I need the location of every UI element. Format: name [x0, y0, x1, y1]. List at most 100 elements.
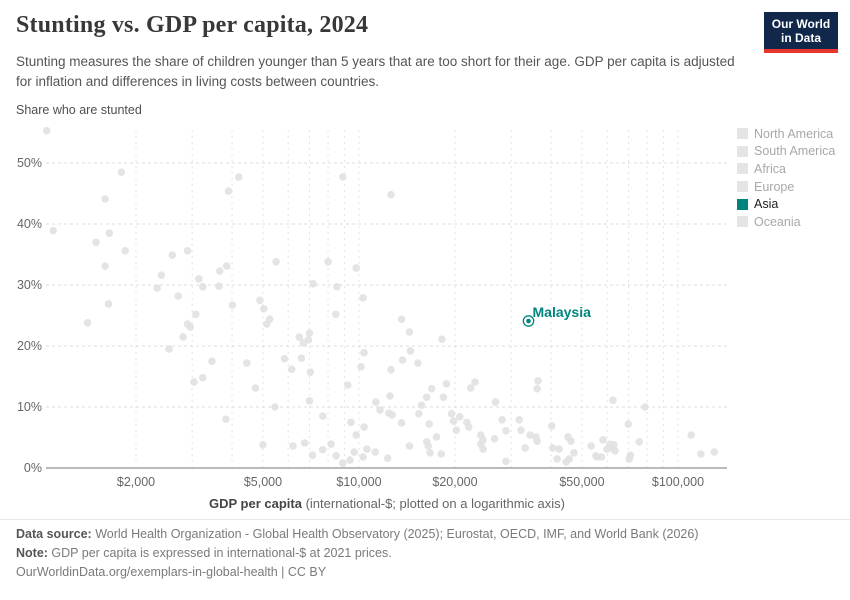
- data-point[interactable]: [333, 283, 341, 291]
- data-point[interactable]: [398, 356, 407, 364]
- data-point[interactable]: [92, 238, 100, 247]
- data-point[interactable]: [179, 333, 187, 341]
- data-point[interactable]: [271, 403, 279, 411]
- data-point[interactable]: [427, 384, 436, 393]
- data-point[interactable]: [49, 226, 57, 235]
- data-point[interactable]: [332, 310, 340, 319]
- data-point[interactable]: [388, 411, 396, 419]
- data-point[interactable]: [548, 444, 557, 452]
- data-point[interactable]: [259, 441, 267, 449]
- footer-citation[interactable]: OurWorldinData.org/exemplars-in-global-h…: [16, 565, 327, 579]
- data-point[interactable]: [295, 333, 304, 341]
- data-point[interactable]: [447, 409, 456, 418]
- data-point[interactable]: [190, 378, 198, 386]
- data-point[interactable]: [344, 381, 352, 389]
- data-point[interactable]: [609, 396, 617, 405]
- data-point[interactable]: [192, 310, 200, 319]
- data-point[interactable]: [215, 267, 224, 275]
- data-point[interactable]: [308, 451, 317, 460]
- data-point[interactable]: [570, 449, 578, 457]
- data-point[interactable]: [517, 426, 525, 435]
- data-point[interactable]: [105, 229, 114, 237]
- data-point[interactable]: [710, 448, 719, 456]
- data-point[interactable]: [199, 373, 207, 382]
- data-point[interactable]: [415, 409, 423, 418]
- data-point[interactable]: [515, 416, 523, 424]
- data-point[interactable]: [547, 422, 556, 430]
- data-point[interactable]: [466, 384, 475, 392]
- data-point[interactable]: [687, 431, 695, 439]
- data-point[interactable]: [208, 357, 216, 366]
- highlight-label-malaysia[interactable]: Malaysia: [532, 303, 591, 320]
- data-point[interactable]: [626, 451, 635, 460]
- data-point[interactable]: [465, 423, 473, 431]
- data-point[interactable]: [397, 419, 406, 427]
- data-point[interactable]: [332, 452, 340, 460]
- data-point[interactable]: [624, 420, 632, 428]
- data-point[interactable]: [611, 447, 619, 455]
- data-point[interactable]: [498, 416, 506, 424]
- data-point[interactable]: [610, 441, 618, 449]
- data-point[interactable]: [359, 453, 367, 461]
- legend-item-asia[interactable]: Asia: [737, 195, 835, 213]
- data-point[interactable]: [243, 359, 251, 367]
- data-point[interactable]: [117, 168, 126, 176]
- data-point[interactable]: [121, 247, 129, 255]
- data-point[interactable]: [526, 431, 534, 439]
- data-point[interactable]: [357, 362, 365, 371]
- legend-item-africa[interactable]: Africa: [737, 160, 835, 178]
- data-point[interactable]: [432, 433, 441, 441]
- data-point[interactable]: [347, 418, 355, 427]
- data-point[interactable]: [386, 392, 394, 400]
- data-point[interactable]: [405, 328, 414, 336]
- data-point[interactable]: [449, 417, 458, 425]
- data-point[interactable]: [360, 348, 368, 357]
- data-point[interactable]: [153, 284, 161, 292]
- data-point[interactable]: [195, 275, 203, 283]
- legend-item-north-america[interactable]: North America: [737, 125, 835, 143]
- data-point[interactable]: [533, 437, 541, 446]
- data-point[interactable]: [533, 384, 541, 393]
- data-point[interactable]: [376, 406, 384, 414]
- data-point[interactable]: [641, 403, 649, 411]
- data-point[interactable]: [534, 377, 542, 385]
- data-point[interactable]: [251, 384, 260, 392]
- data-point[interactable]: [442, 380, 451, 388]
- data-point[interactable]: [224, 187, 233, 195]
- highlight-point-malaysia[interactable]: [526, 318, 531, 324]
- data-point[interactable]: [235, 173, 243, 181]
- legend-item-europe[interactable]: Europe: [737, 178, 835, 196]
- data-point[interactable]: [157, 271, 166, 280]
- data-point[interactable]: [502, 427, 510, 435]
- data-point[interactable]: [306, 368, 315, 377]
- data-point[interactable]: [288, 365, 296, 374]
- data-point[interactable]: [565, 455, 573, 463]
- data-point[interactable]: [567, 437, 575, 446]
- legend-item-oceania[interactable]: Oceania: [737, 213, 835, 231]
- data-point[interactable]: [256, 296, 264, 305]
- data-point[interactable]: [521, 444, 529, 452]
- data-point[interactable]: [438, 335, 446, 344]
- data-point[interactable]: [300, 439, 309, 447]
- data-point[interactable]: [387, 366, 395, 374]
- data-point[interactable]: [452, 426, 461, 435]
- data-point[interactable]: [439, 393, 448, 402]
- data-point[interactable]: [360, 423, 368, 431]
- data-point[interactable]: [339, 173, 347, 181]
- data-point[interactable]: [318, 445, 327, 454]
- data-point[interactable]: [697, 450, 705, 458]
- data-point[interactable]: [305, 329, 314, 338]
- data-point[interactable]: [297, 354, 306, 363]
- data-point[interactable]: [168, 251, 177, 259]
- data-point[interactable]: [42, 126, 51, 135]
- data-point[interactable]: [183, 247, 192, 255]
- data-point[interactable]: [456, 413, 464, 421]
- data-point[interactable]: [339, 459, 347, 467]
- data-point[interactable]: [280, 355, 289, 363]
- data-point[interactable]: [425, 420, 434, 428]
- data-point[interactable]: [479, 445, 487, 453]
- data-point[interactable]: [502, 457, 510, 466]
- data-point[interactable]: [352, 264, 361, 272]
- data-point[interactable]: [387, 190, 395, 199]
- data-point[interactable]: [327, 440, 335, 449]
